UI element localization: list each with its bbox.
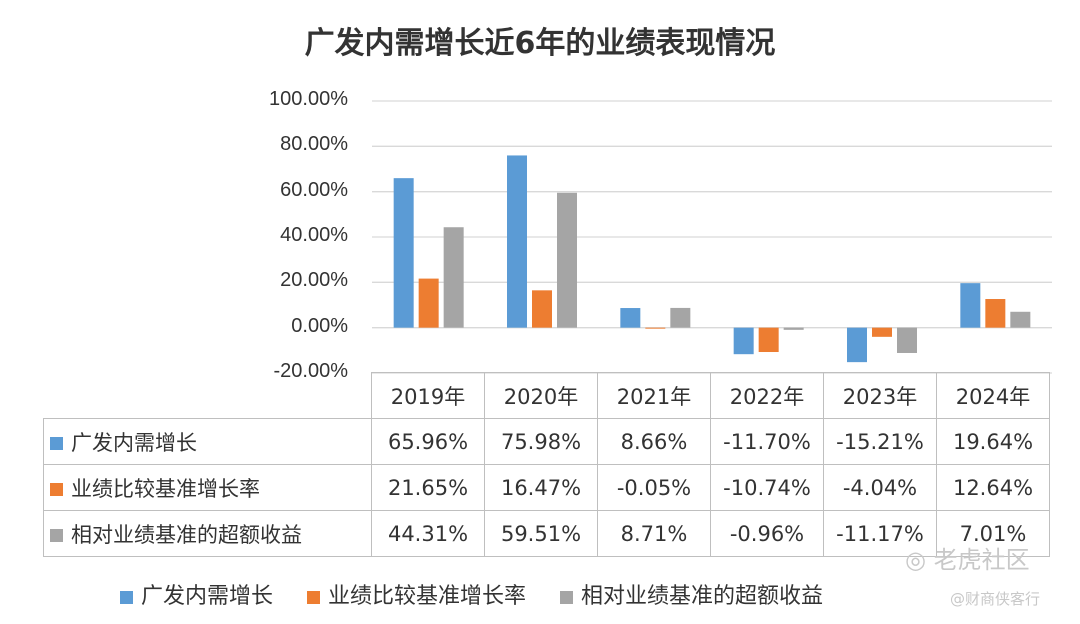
table-cell: -0.05% xyxy=(597,464,711,511)
legend-swatch xyxy=(50,529,63,542)
bar xyxy=(507,155,527,328)
legend-swatch xyxy=(50,437,63,450)
table-cell: -15.21% xyxy=(823,418,937,465)
y-tick-label: 100.00% xyxy=(269,88,348,110)
bar xyxy=(847,327,867,363)
legend-swatch xyxy=(50,483,63,496)
table-cell: 44.31% xyxy=(371,510,485,557)
bar xyxy=(393,178,414,328)
bar xyxy=(557,192,577,328)
bar xyxy=(872,327,892,337)
table-row: 广发内需增长 65.96% 75.98% 8.66% -11.70% -15.21% 19.… xyxy=(43,418,1050,465)
chart-title: 广发内需增长近6年的业绩表现情况 xyxy=(304,26,776,61)
table-cell: -11.70% xyxy=(710,418,824,465)
legend-item: 相对业绩基准的超额收益 xyxy=(560,578,823,610)
table-cell: 12.64% xyxy=(936,464,1050,511)
table-cell: 21.65% xyxy=(371,464,485,511)
y-tick-label: 60.00% xyxy=(280,178,348,201)
table-cell: -10.74% xyxy=(710,464,824,511)
series-label: 业绩比较基准增长率 xyxy=(43,464,372,511)
category-header: 2023年 xyxy=(823,372,937,419)
table-corner xyxy=(44,373,372,419)
legend-swatch xyxy=(560,590,574,604)
data-table: 2019年 2020年 2021年 2022年 2023年 2024年 广发内需增长 65.… xyxy=(43,372,1050,557)
legend-swatch xyxy=(120,590,133,604)
table-cell: 19.64% xyxy=(936,418,1050,465)
category-header: 2022年 xyxy=(710,372,824,419)
table-row: 相对业绩基准的超额收益 44.31% 59.51% 8.71% -0.96% -11.17… xyxy=(43,510,1050,557)
legend-item: 业绩比较基准增长率 xyxy=(307,578,526,610)
category-header: 2024年 xyxy=(936,372,1050,419)
watermark-logo: ◎ 老虎社区 xyxy=(905,546,1030,574)
bar xyxy=(532,290,552,328)
bar xyxy=(985,299,1006,328)
series-label: 广发内需增长 xyxy=(43,418,372,465)
bar xyxy=(783,327,804,330)
table-cell: 16.47% xyxy=(484,464,598,511)
y-tick-label: -20.00% xyxy=(273,360,349,382)
series-label: 相对业绩基准的超额收益 xyxy=(43,510,372,557)
legend: 广发内需增长 业绩比较基准增长率 相对业绩基准的超额收益 xyxy=(120,578,857,610)
table-cell: -4.04% xyxy=(823,464,937,511)
bar xyxy=(620,308,641,328)
legend-swatch xyxy=(307,590,321,604)
watermark-author: @财商侠客行 xyxy=(950,590,1041,608)
bar xyxy=(670,307,691,328)
bar xyxy=(418,278,439,328)
table-cell: 65.96% xyxy=(371,418,485,465)
bar xyxy=(758,327,779,353)
bar xyxy=(1010,311,1031,328)
y-tick-label: 0.00% xyxy=(291,314,348,337)
table-cell: 7.01% xyxy=(936,510,1050,557)
y-tick-label: 20.00% xyxy=(280,269,348,292)
table-cell: 75.98% xyxy=(484,418,598,465)
category-header: 2019年 xyxy=(371,372,485,419)
category-header: 2021年 xyxy=(597,372,711,419)
category-header: 2020年 xyxy=(484,372,598,419)
bar xyxy=(733,327,754,355)
table-row: 业绩比较基准增长率 21.65% 16.47% -0.05% -10.74% -4.04%… xyxy=(43,464,1050,511)
y-tick-label: 40.00% xyxy=(280,224,348,246)
bar xyxy=(645,327,666,329)
table-cell: 8.71% xyxy=(597,510,711,557)
legend-item: 广发内需增长 xyxy=(120,578,273,610)
table-cell: 8.66% xyxy=(597,418,711,465)
bar xyxy=(443,227,464,328)
bar xyxy=(960,283,981,328)
table-cell: -11.17% xyxy=(823,510,937,557)
table-cell: 59.51% xyxy=(484,510,598,557)
table-cell: -0.96% xyxy=(710,510,824,557)
y-tick-label: 80.00% xyxy=(280,133,348,156)
bar xyxy=(897,327,917,353)
